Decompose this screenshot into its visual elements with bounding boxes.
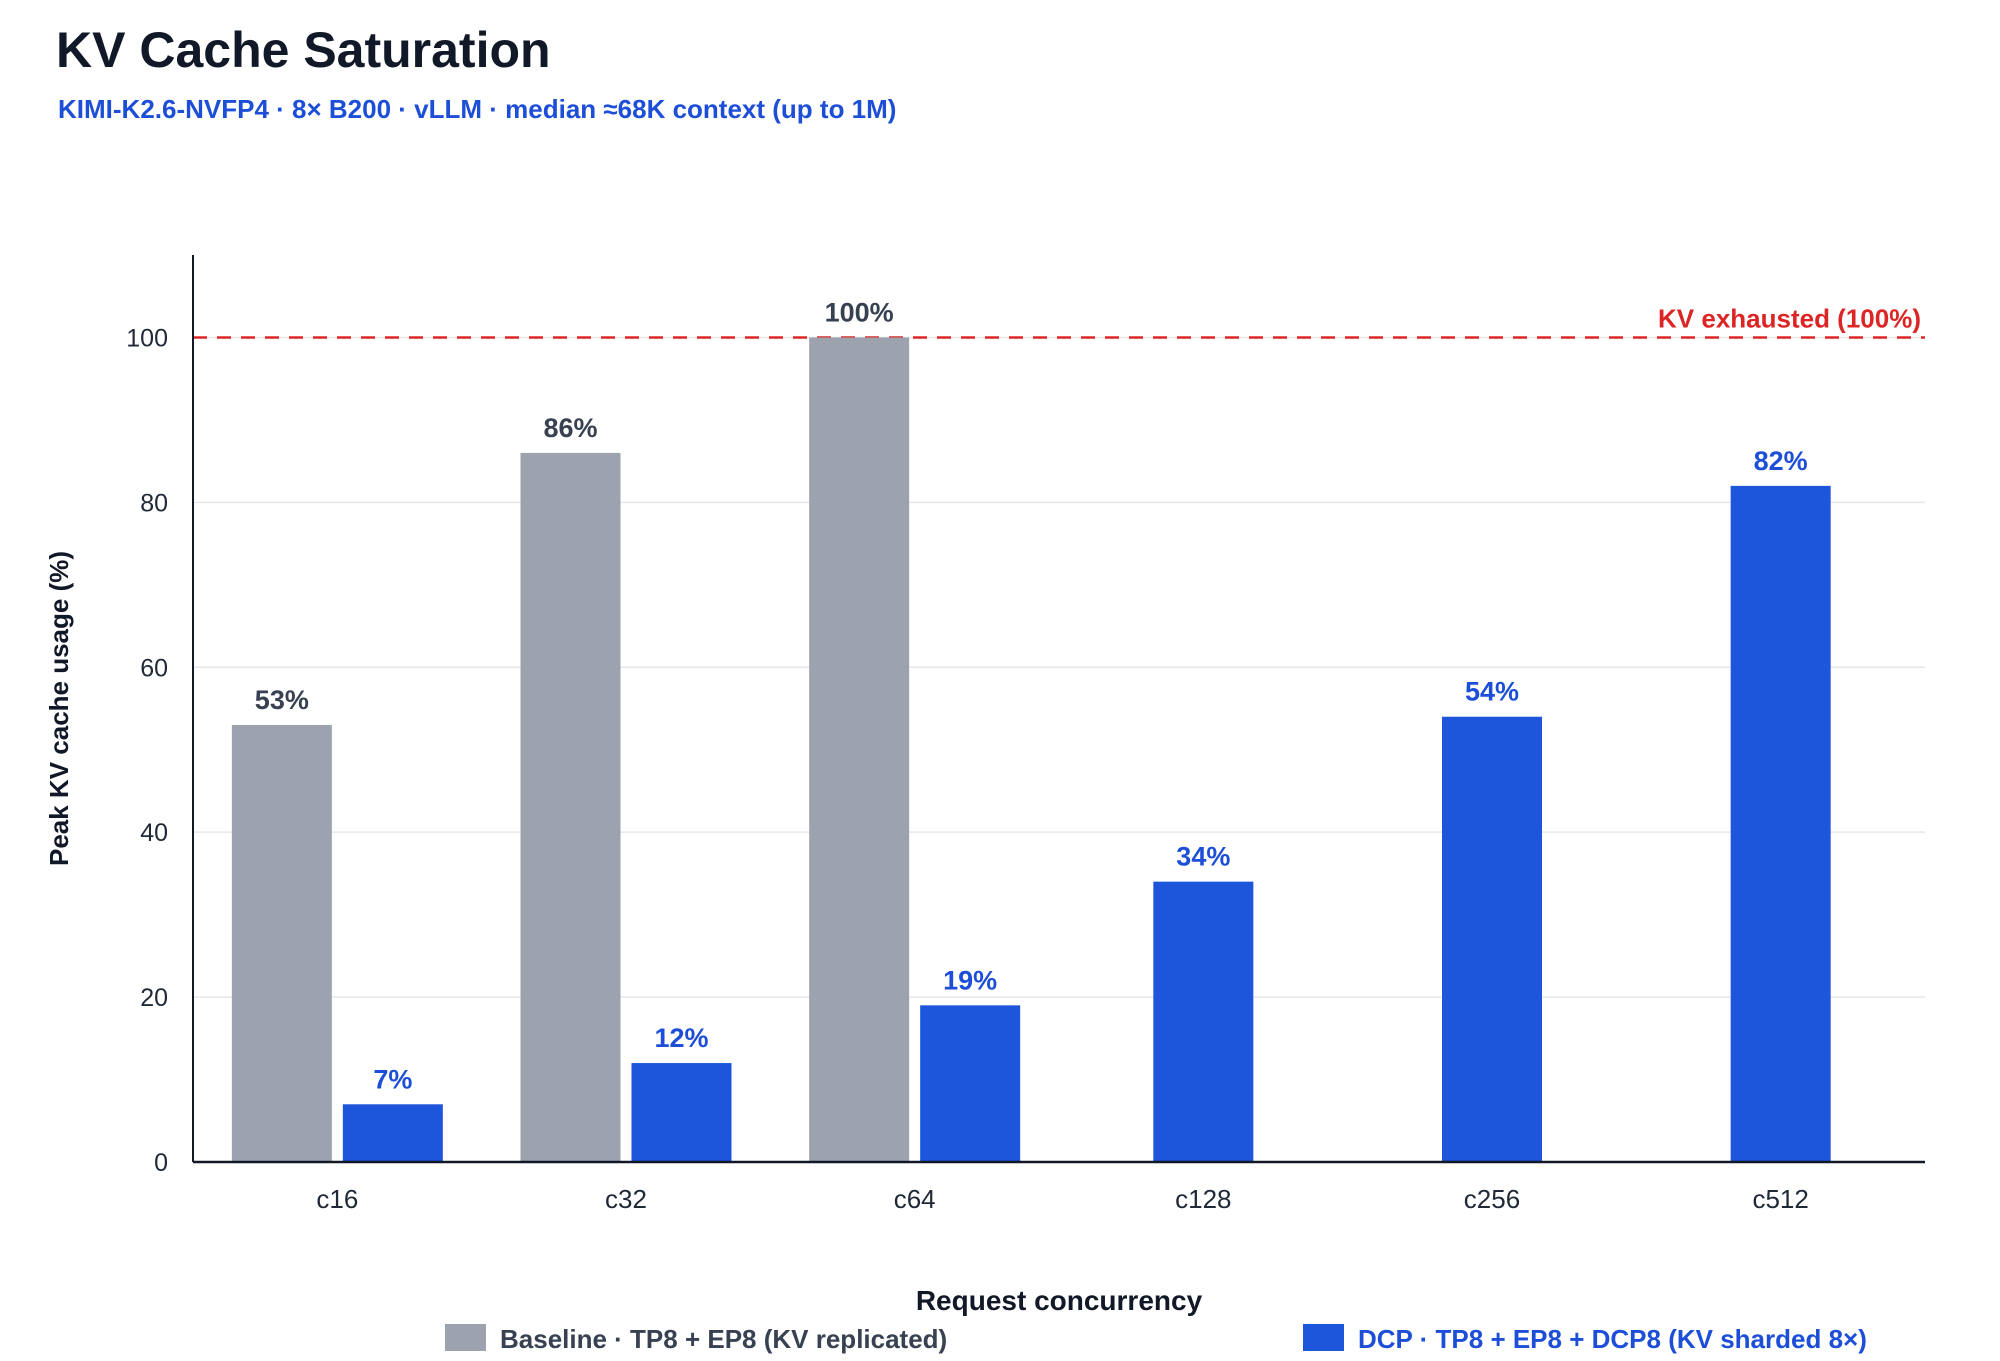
reference-line-label: KV exhausted (100%) xyxy=(1658,303,1921,333)
bar-value-label: 7% xyxy=(373,1064,412,1094)
x-tick-label: c128 xyxy=(1175,1184,1231,1214)
legend-swatch xyxy=(1303,1324,1344,1351)
y-tick-label: 100 xyxy=(126,324,168,352)
bar xyxy=(920,1005,1021,1162)
legend: Baseline · TP8 + EP8 (KV replicated) DCP … xyxy=(445,1324,1867,1354)
x-tick-label: c64 xyxy=(894,1184,936,1214)
x-tick-label: c16 xyxy=(316,1184,358,1214)
y-axis-title: Peak KV cache usage (%) xyxy=(44,551,74,866)
bar-value-label: 86% xyxy=(543,413,597,443)
legend-swatch xyxy=(445,1324,486,1351)
y-tick-label: 80 xyxy=(140,489,168,517)
bar xyxy=(809,337,910,1162)
bar xyxy=(631,1063,732,1162)
legend-label: DCP · TP8 + EP8 + DCP8 (KV sharded 8×) xyxy=(1358,1324,1867,1354)
bar-value-label: 100% xyxy=(825,297,894,327)
bar-value-label: 54% xyxy=(1465,677,1519,707)
bar-value-label: 12% xyxy=(654,1023,708,1053)
chart-title: KV Cache Saturation xyxy=(56,22,551,78)
bar xyxy=(1442,716,1542,1162)
x-tick-label: c512 xyxy=(1752,1184,1808,1214)
bar-value-label: 19% xyxy=(943,965,997,995)
bar-value-label: 53% xyxy=(255,685,309,715)
reference-line-group: KV exhausted (100%) xyxy=(193,303,1925,339)
bars xyxy=(231,337,1831,1163)
legend-label: Baseline · TP8 + EP8 (KV replicated) xyxy=(500,1324,947,1354)
y-tick-label: 40 xyxy=(140,819,168,847)
data-labels: 53% 7% 86% 12% 100% 19% 34% 54% 82% xyxy=(255,297,1808,1094)
y-tick-label: 20 xyxy=(140,984,168,1012)
bar-value-label: 82% xyxy=(1754,446,1808,476)
bar xyxy=(231,724,332,1162)
chart-subtitle: KIMI-K2.6-NVFP4 · 8× B200 · vLLM · media… xyxy=(58,94,897,124)
y-tick-label: 0 xyxy=(154,1149,168,1177)
bar-value-label: 34% xyxy=(1176,842,1230,872)
bar xyxy=(1730,485,1831,1162)
x-tick-label: c256 xyxy=(1464,1184,1520,1214)
bar xyxy=(1153,881,1254,1162)
grid-lines xyxy=(193,336,1925,998)
axes: 0 20 40 60 80 100 c16 c32 c64 c128 c256 c512 Request… xyxy=(44,255,1925,1316)
x-axis-title: Request concurrency xyxy=(916,1285,1203,1316)
y-tick-label: 60 xyxy=(140,654,168,682)
bar xyxy=(520,452,621,1163)
x-tick-label: c32 xyxy=(605,1184,647,1214)
bar xyxy=(342,1104,443,1162)
